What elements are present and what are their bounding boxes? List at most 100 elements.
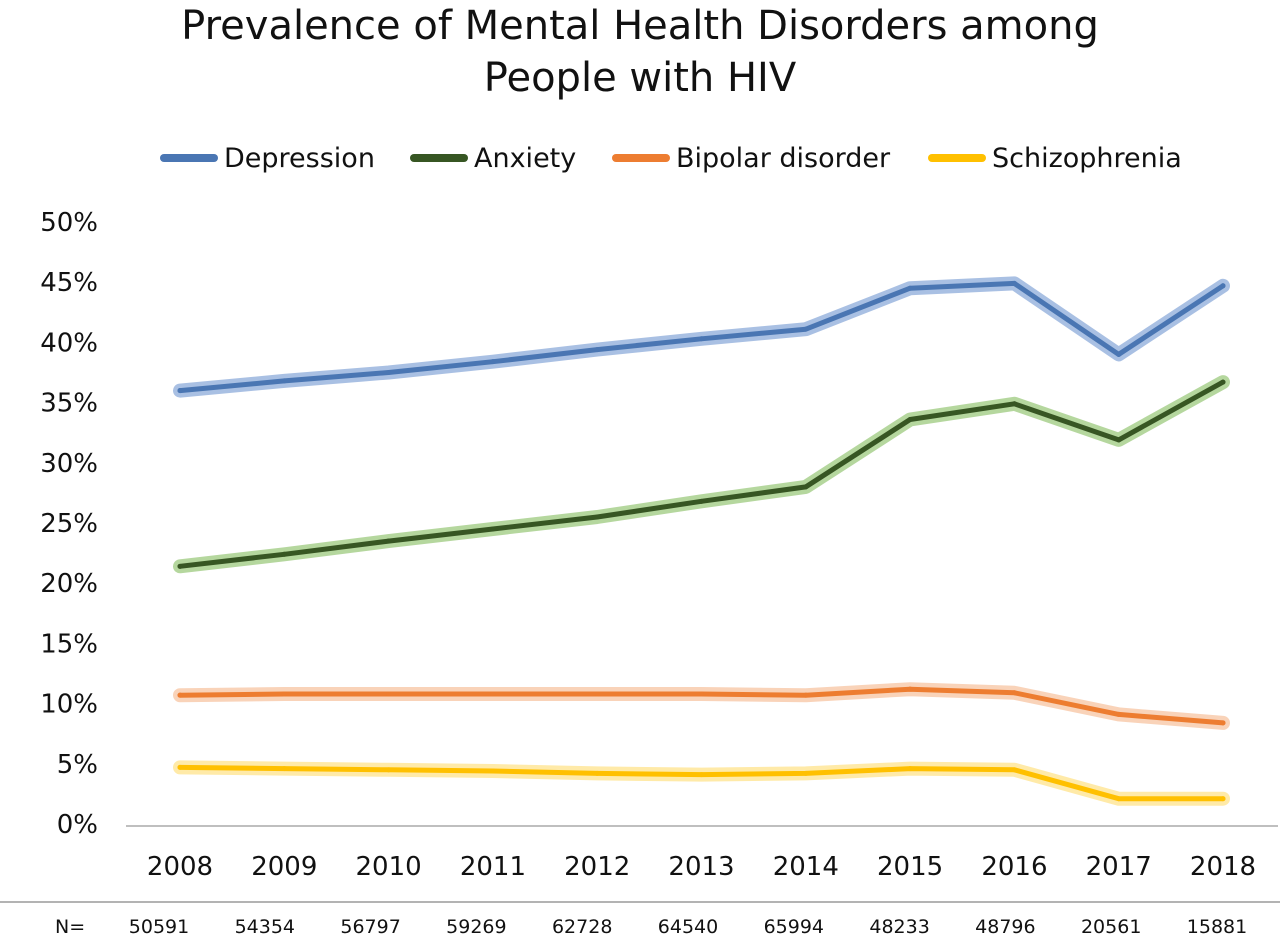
data-point-depression <box>699 336 704 342</box>
data-point-anxiety <box>594 514 600 520</box>
legend-item-anxiety: Anxiety <box>410 140 576 176</box>
x-tick-label: 2012 <box>564 852 630 882</box>
y-tick-label: 0% <box>57 810 98 840</box>
data-point-anxiety <box>177 563 183 569</box>
series-layer <box>173 276 1230 806</box>
y-tick-label: 35% <box>40 389 98 419</box>
data-point-schizophrenia <box>386 767 392 773</box>
legend-swatch-schizophrenia <box>928 154 986 162</box>
sample-size-value: 54354 <box>235 916 295 938</box>
data-point-depression <box>803 326 809 332</box>
data-point-anxiety <box>803 484 809 490</box>
sample-size-value: 50591 <box>129 916 189 938</box>
data-point-depression <box>594 347 600 353</box>
data-point-schizophrenia <box>699 772 704 778</box>
legend-label-bipolar-disorder: Bipolar disorder <box>676 142 891 174</box>
data-point-bipolar-disorder <box>177 692 183 698</box>
y-tick-label: 20% <box>40 569 98 599</box>
data-point-depression <box>1220 283 1226 289</box>
data-point-anxiety <box>490 526 496 532</box>
data-point-anxiety <box>1011 401 1017 407</box>
y-tick-label: 45% <box>40 268 98 298</box>
x-tick-label: 2009 <box>251 852 317 882</box>
data-point-anxiety <box>1116 437 1122 443</box>
legend-item-schizophrenia: Schizophrenia <box>928 140 1182 176</box>
data-point-bipolar-disorder <box>490 691 496 697</box>
sample-size-value: 65994 <box>764 916 824 938</box>
sample-size-value: 15881 <box>1187 916 1247 938</box>
x-tick-label: 2013 <box>668 852 734 882</box>
x-tick-label: 2011 <box>460 852 526 882</box>
data-point-bipolar-disorder <box>699 691 704 697</box>
data-point-schizophrenia <box>177 764 183 770</box>
sample-size-values: 50591 54354 56797 59269 62728 64540 65994 48233… <box>129 916 1247 938</box>
data-point-bipolar-disorder <box>281 691 287 697</box>
data-point-anxiety <box>1220 379 1226 385</box>
legend-item-bipolar-disorder: Bipolar disorder <box>612 140 890 176</box>
y-tick-label: 30% <box>40 449 98 479</box>
y-tick-label: 40% <box>40 328 98 358</box>
x-tick-label: 2016 <box>981 852 1047 882</box>
data-point-anxiety <box>699 498 704 504</box>
chart-title: Prevalence of Mental Health Disorders am… <box>0 0 1280 104</box>
data-point-schizophrenia <box>907 766 913 772</box>
x-axis-ticks: 2008 2009 2010 2011 2012 2013 2014 2015 2016 2017… <box>147 852 1256 882</box>
data-point-schizophrenia <box>1011 767 1017 773</box>
legend-swatch-anxiety <box>410 154 468 162</box>
data-point-depression <box>1116 351 1122 357</box>
y-tick-label: 25% <box>40 509 98 539</box>
data-point-depression <box>907 285 913 291</box>
x-tick-label: 2018 <box>1190 852 1256 882</box>
y-tick-label: 10% <box>40 690 98 720</box>
data-point-anxiety <box>281 551 287 557</box>
data-point-schizophrenia <box>1220 796 1226 802</box>
series-schizophrenia <box>173 760 1230 806</box>
data-point-bipolar-disorder <box>803 692 809 698</box>
sample-size-label: N= <box>55 916 85 938</box>
sample-size-value: 62728 <box>552 916 612 938</box>
data-point-schizophrenia <box>1116 796 1122 802</box>
data-point-anxiety <box>907 416 913 422</box>
y-tick-label: 5% <box>57 750 98 780</box>
sample-size-value: 48796 <box>975 916 1035 938</box>
y-axis-ticks: 0% 5% 10% 15% 20% 25% 30% 35% 40% 45% 50% <box>40 208 98 840</box>
data-point-depression <box>1011 280 1017 286</box>
data-point-bipolar-disorder <box>1116 711 1122 717</box>
data-point-schizophrenia <box>490 768 496 774</box>
data-point-bipolar-disorder <box>594 691 600 697</box>
data-point-bipolar-disorder <box>386 691 392 697</box>
sample-size-value: 56797 <box>340 916 400 938</box>
x-tick-label: 2017 <box>1086 852 1152 882</box>
data-point-depression <box>386 370 392 375</box>
legend-label-anxiety: Anxiety <box>474 142 577 174</box>
x-tick-label: 2008 <box>147 852 213 882</box>
x-tick-label: 2010 <box>356 852 422 882</box>
y-tick-label: 15% <box>40 629 98 659</box>
series-anxiety <box>173 375 1230 574</box>
legend-item-depression: Depression <box>160 140 375 176</box>
series-depression <box>173 276 1230 398</box>
data-point-schizophrenia <box>594 770 600 776</box>
legend-swatch-depression <box>160 154 218 162</box>
series-band-anxiety <box>173 375 1230 574</box>
data-point-schizophrenia <box>803 770 809 776</box>
sample-size-value: 59269 <box>446 916 506 938</box>
data-point-depression <box>490 359 496 365</box>
data-point-anxiety <box>386 538 392 544</box>
data-point-bipolar-disorder <box>1220 720 1226 726</box>
sample-size-value: 64540 <box>658 916 718 938</box>
data-point-bipolar-disorder <box>907 686 913 692</box>
series-bipolar-disorder <box>173 682 1230 730</box>
x-tick-label: 2015 <box>877 852 943 882</box>
legend: Depression Anxiety Bipolar disorder Schi… <box>0 140 1280 176</box>
legend-swatch-bipolar-disorder <box>612 154 670 162</box>
data-point-depression <box>177 388 183 394</box>
legend-label-schizophrenia: Schizophrenia <box>992 142 1182 174</box>
x-tick-label: 2014 <box>773 852 839 882</box>
legend-label-depression: Depression <box>224 142 375 174</box>
series-line-anxiety <box>177 379 1226 569</box>
data-point-depression <box>281 378 287 384</box>
chart-title-line-1: Prevalence of Mental Health Disorders am… <box>181 3 1099 49</box>
sample-size-value: 20561 <box>1081 916 1141 938</box>
chart-title-line-2: People with HIV <box>483 55 797 101</box>
